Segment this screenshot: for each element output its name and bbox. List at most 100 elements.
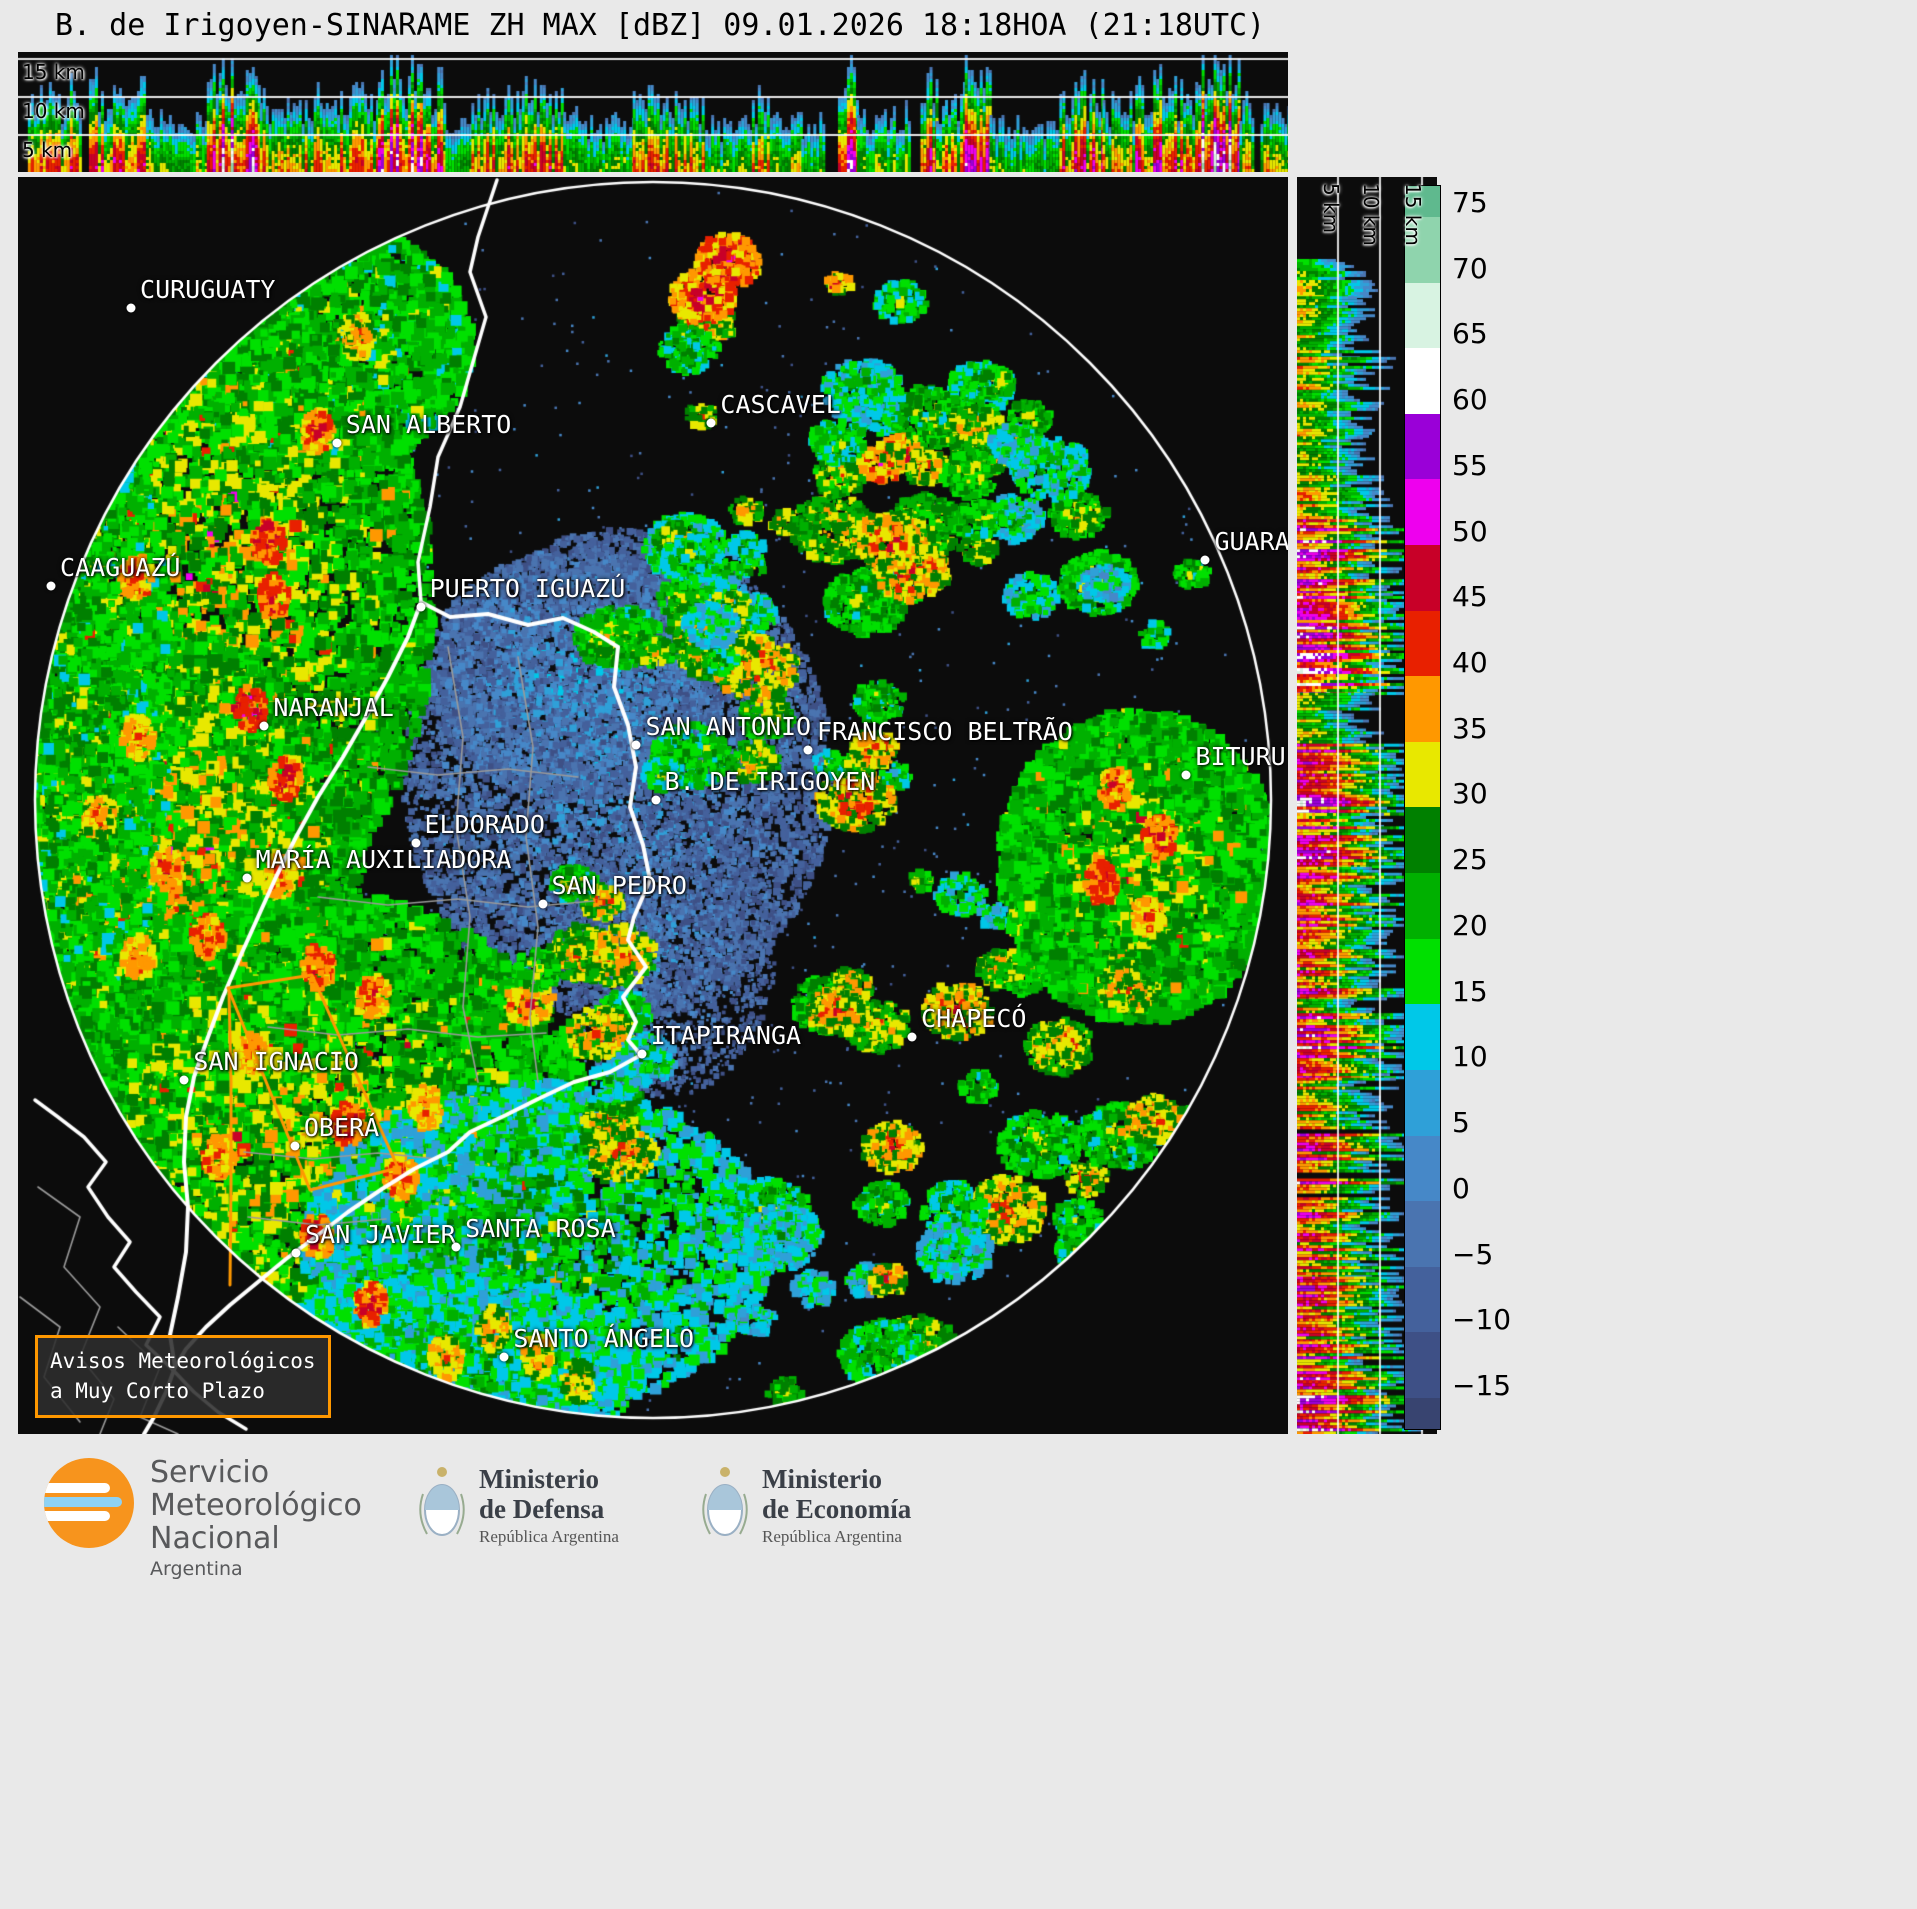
city-marker [291,1248,301,1258]
city-label: GUARA [1214,527,1288,557]
colorbar-tick-label: 20 [1452,908,1488,942]
axis-label-10km: 10 km [22,99,85,123]
axis-label-5km-vertical: 5 km [1319,183,1343,234]
colorbar-band [1405,186,1440,217]
colorbar-band [1405,1069,1440,1136]
colorbar-band [1405,1266,1440,1333]
smn-line3: Nacional [150,1521,280,1556]
colorbar-tick-label: 45 [1452,580,1488,614]
colorbar-tick-label: 25 [1452,843,1488,877]
colorbar-band [1405,1332,1440,1398]
axis-label-5km: 5 km [22,138,73,162]
city-marker [332,438,342,448]
city-marker [411,838,420,848]
axis-label-10km-vertical: 10 km [1359,183,1383,246]
defensa-line2: de Defensa [479,1494,605,1525]
colorbar-tick-label: 50 [1452,514,1488,548]
colorbar-band [1405,873,1440,939]
footer: Servicio Meteorológico Nacional Argentin… [0,1448,1917,1588]
city-label: OBERÁ [303,1113,380,1143]
city-label: CURUGUATY [140,274,276,304]
city-marker [499,1352,509,1362]
colorbar-band [1405,348,1440,414]
colorbar-tick-label: 15 [1452,974,1488,1008]
colorbar-band [1405,282,1440,349]
top-cross-section-image [18,52,1288,172]
city-marker [651,795,661,805]
colorbar-band [1405,479,1440,546]
city-marker [706,418,716,428]
colorbar-tick-label: 60 [1452,383,1488,417]
warning-banner: Avisos Meteorológicos a Muy Corto Plazo [35,1335,331,1418]
city-label: MARÍA AUXILIADORA [255,845,512,875]
defensa-line1: Ministerio [479,1464,599,1494]
colorbar-tick-label: 55 [1452,448,1488,482]
city-label: NARANJAL [273,693,394,723]
city-label: SANTO ÁNGELO [513,1324,695,1354]
city-label: SAN PEDRO [551,870,687,900]
defensa-sub: República Argentina [479,1527,619,1547]
economia-line1: Ministerio [762,1464,882,1494]
colorbar-tick-label: −10 [1452,1303,1512,1337]
colorbar-band [1405,545,1440,611]
colorbar-tick-label: 30 [1452,777,1488,811]
city-marker [637,1049,647,1059]
city-marker [179,1075,189,1085]
coat-of-arms-icon [419,1467,465,1536]
coat-of-arms-icon [702,1467,748,1536]
city-label: SANTA ROSA [465,1213,616,1243]
colorbar-band [1405,413,1440,480]
page-title: B. de Irigoyen-SINARAME ZH MAX [dBZ] 09.… [55,8,1266,43]
smn-country: Argentina [150,1558,243,1580]
economia-line2: de Economía [762,1494,912,1525]
colorbar-tick-label: 0 [1452,1171,1470,1205]
city-marker [907,1032,917,1042]
radar-reflectivity-image [18,177,1288,1434]
smn-wordmark: Servicio Meteorológico Nacional Argentin… [150,1456,362,1580]
city-label: BITURU [1195,742,1286,772]
city-marker [1181,770,1191,780]
colorbar-band [1405,610,1440,677]
colorbar-band [1405,1135,1440,1202]
colorbar-band [1405,1397,1440,1429]
colorbar-band [1405,1004,1440,1070]
city-marker [416,602,426,612]
city-label: SAN ALBERTO [345,410,512,440]
colorbar-tick-label: 70 [1452,251,1488,285]
colorbar-tick-label: −5 [1452,1237,1494,1271]
city-label: CAAGUAZÚ [60,552,181,582]
axis-label-15km-vertical: 15 km [1401,183,1425,246]
city-marker [242,873,252,883]
colorbar-band [1405,741,1440,808]
colorbar [1404,185,1441,1430]
colorbar-tick-label: 65 [1452,317,1488,351]
warning-line1: Avisos Meteorológicos [50,1349,316,1373]
city-label: PUERTO IGUAZÚ [429,573,626,603]
city-marker [126,303,136,313]
colorbar-band [1405,1201,1440,1267]
economia-sub: República Argentina [762,1527,902,1547]
radar-map-panel: CURUGUATY SAN ALBERTO CASCAVEL CAAGUAZÚ GUAR… [18,177,1288,1434]
colorbar-tick-label: 35 [1452,711,1488,745]
top-cross-section-panel: 15 km 10 km 5 km [18,52,1288,172]
colorbar-tick-label: 75 [1452,186,1488,219]
smn-logo-icon [44,1458,134,1548]
colorbar-tick-label: 40 [1452,646,1488,680]
ministerio-economia-block: Ministerio de Economía República Argenti… [698,1454,998,1564]
city-marker [803,745,813,755]
colorbar-band [1405,807,1440,874]
city-label: SAN ANTONIO [645,712,812,742]
city-label: ITAPIRANGA [650,1021,802,1051]
city-marker [451,1242,461,1252]
smn-line2: Meteorológico [150,1488,362,1523]
axis-label-15km: 15 km [22,60,85,84]
colorbar-tick-label: −15 [1452,1368,1512,1402]
colorbar-band [1405,217,1440,283]
city-label: CHAPECÓ [921,1003,1027,1033]
city-marker [538,899,547,909]
city-label: ELDORADO [424,810,545,840]
city-marker [1200,555,1210,565]
ministerio-defensa-block: Ministerio de Defensa República Argentin… [415,1454,695,1564]
colorbar-tick-label: 10 [1452,1040,1488,1074]
city-label: B. DE IRIGOYEN [664,767,876,797]
